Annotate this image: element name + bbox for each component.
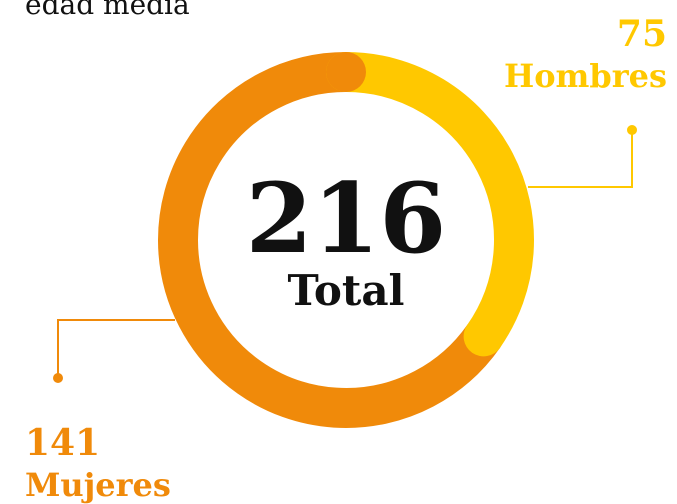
- data-label: 141: [25, 422, 100, 464]
- chart-title: edad media: [25, 0, 190, 21]
- data-label: 75: [617, 13, 667, 55]
- donut-segment: [158, 52, 504, 428]
- donut-segment: [326, 52, 534, 357]
- segment-cap: [326, 52, 366, 92]
- leader-dot: [627, 125, 637, 135]
- total-value: 216: [246, 162, 446, 275]
- leader-dot: [53, 373, 63, 383]
- category-label: Mujeres: [25, 466, 171, 504]
- category-label: Hombres: [504, 57, 667, 95]
- leader-line: [57, 319, 175, 378]
- leader-line: [528, 130, 633, 188]
- total-label: Total: [287, 266, 404, 315]
